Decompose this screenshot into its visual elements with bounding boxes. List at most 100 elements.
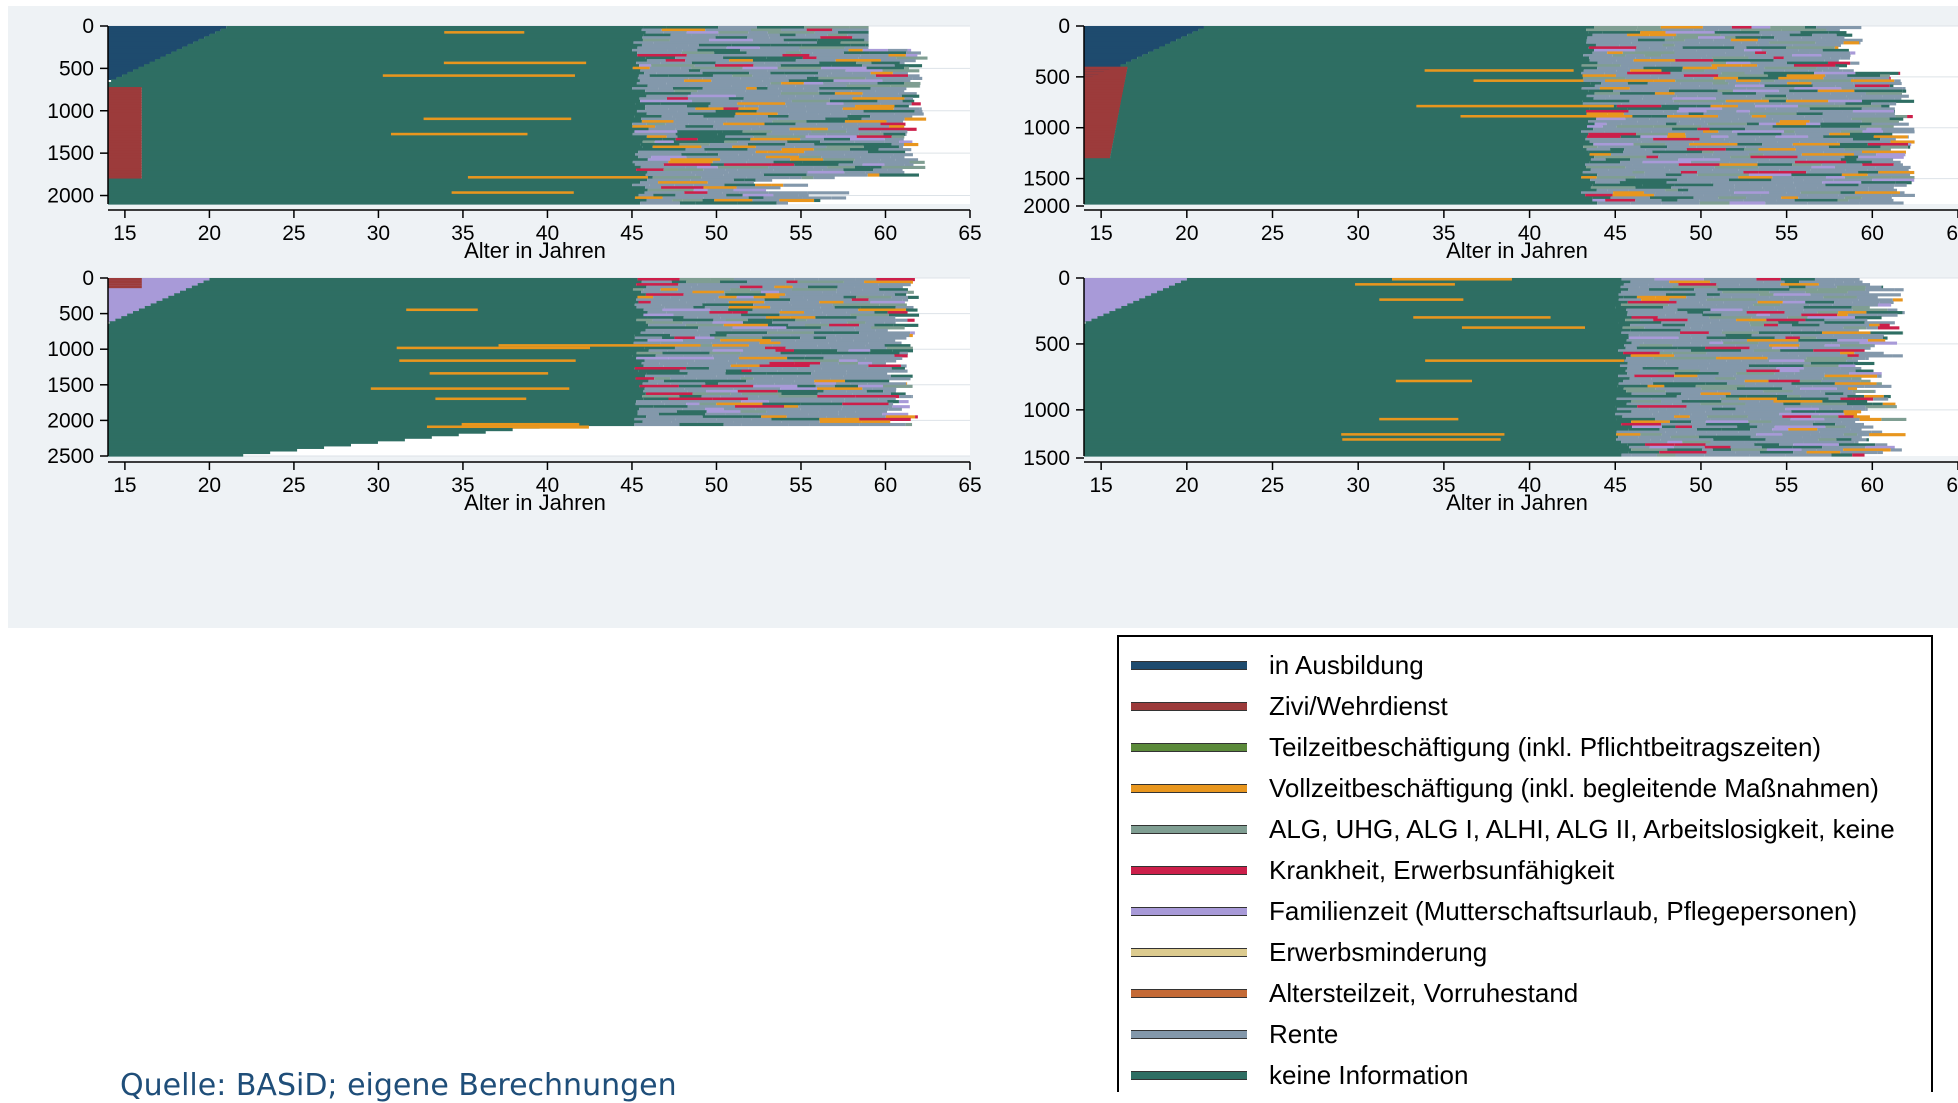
- x-tick-label: 25: [1261, 222, 1284, 245]
- legend-label: Erwerbsminderung: [1269, 937, 1487, 968]
- sequence-segment: [1889, 102, 1896, 105]
- x-tick-label: 15: [1089, 474, 1112, 497]
- sequence-segment: [912, 102, 921, 105]
- legend-item: Altersteilzeit, Vorruhestand: [1131, 975, 1578, 1011]
- sequence-segment: [724, 423, 741, 426]
- sequence-segment: [905, 133, 906, 136]
- sequence-segment: [755, 179, 772, 182]
- sequence-segment: [1902, 311, 1904, 314]
- x-tick-label: 30: [367, 474, 390, 497]
- legend-item: in Ausbildung: [1131, 647, 1424, 683]
- x-tick-label: 15: [113, 222, 136, 245]
- sequence-segment: [1807, 201, 1859, 204]
- x-tick-label: 45: [1604, 474, 1627, 497]
- y-tick-label: 1000: [47, 338, 94, 361]
- y-tick-label: 1500: [47, 374, 94, 397]
- x-tick-label: 45: [620, 474, 643, 497]
- y-tick-label: 2000: [47, 409, 94, 432]
- sequence-segment: [899, 400, 909, 403]
- sequence-segment: [1749, 453, 1785, 456]
- sequence-segment: [789, 423, 809, 426]
- sequence-segment: [1621, 453, 1631, 456]
- y-tick-label: 0: [1058, 15, 1070, 38]
- sequence-segment: [868, 173, 880, 176]
- sequence-segment: [814, 199, 820, 202]
- sequence-segment: [679, 423, 723, 426]
- legend-item: Erwerbsminderung: [1131, 934, 1487, 970]
- legend-label: keine Information: [1269, 1060, 1468, 1091]
- sequence-segment: [906, 423, 912, 426]
- sequence-segment: [910, 334, 913, 337]
- y-tick-label: 1500: [1023, 447, 1070, 470]
- sequence-segment: [894, 370, 908, 373]
- legend-swatch: [1131, 784, 1247, 793]
- source-note: Quelle: BASiD; eigene Berechnungen: [120, 1068, 677, 1103]
- x-tick-label: 30: [1347, 222, 1370, 245]
- sequence-segment: [1895, 288, 1904, 291]
- legend-swatch: [1131, 743, 1247, 752]
- sequence-segment: [1852, 453, 1864, 456]
- legend-item: Teilzeitbeschäftigung (inkl. Pflichtbeit…: [1131, 729, 1821, 765]
- sequence-segment: [1765, 201, 1807, 204]
- sequence-segment: [830, 176, 835, 179]
- legend-label: Zivi/Wehrdienst: [1269, 691, 1448, 722]
- legend-swatch: [1131, 825, 1247, 834]
- sequence-segment: [1084, 201, 1597, 204]
- legend-label: Altersteilzeit, Vorruhestand: [1269, 978, 1578, 1009]
- x-tick-label: 20: [1175, 474, 1198, 497]
- sequence-segment: [899, 395, 912, 398]
- sequence-segment: [1657, 453, 1676, 456]
- sequence-segment: [1632, 453, 1657, 456]
- sequence-segment: [1878, 303, 1891, 306]
- sequence-segment: [680, 201, 696, 204]
- sequence-segment: [1908, 146, 1910, 149]
- y-tick-label: 2000: [1023, 195, 1070, 218]
- legend-item: keine Information: [1131, 1057, 1468, 1093]
- sequence-segment: [1860, 201, 1904, 204]
- legend-label: in Ausbildung: [1269, 650, 1424, 681]
- sequence-segment: [1877, 375, 1881, 378]
- x-tick-label: 60: [874, 474, 897, 497]
- x-tick-label: 20: [198, 222, 221, 245]
- y-tick-label: 500: [59, 303, 94, 326]
- x-tick-label: 50: [1689, 222, 1712, 245]
- sequence-segment: [1786, 453, 1832, 456]
- sequence-segment: [1844, 41, 1859, 44]
- sequence-segment: [908, 296, 919, 299]
- x-tick-label: 25: [1261, 474, 1284, 497]
- sequence-segment: [1895, 184, 1907, 187]
- y-tick-label: 1500: [47, 142, 94, 165]
- sequence-segment: [1892, 354, 1903, 357]
- x-tick-label: 30: [367, 222, 390, 245]
- x-tick-label: 60: [1861, 222, 1884, 245]
- legend-label: Rente: [1269, 1019, 1338, 1050]
- sequence-segment: [1884, 288, 1894, 291]
- legend-label: Familienzeit (Mutterschaftsurlaub, Pfleg…: [1269, 896, 1857, 927]
- sequence-segment: [1662, 201, 1700, 204]
- sequence-segment: [912, 395, 913, 398]
- sequence-segment: [889, 377, 910, 380]
- legend-label: Vollzeitbeschäftigung (inkl. begleitende…: [1269, 773, 1879, 804]
- sequence-segment: [1730, 201, 1766, 204]
- sequence-segment: [1859, 41, 1860, 44]
- sequence-segment: [831, 196, 846, 199]
- sequence-segment: [1853, 362, 1874, 365]
- y-tick-label: 1000: [47, 100, 94, 123]
- sequence-segment: [741, 423, 788, 426]
- sequence-segment: [640, 201, 680, 204]
- sequence-segment: [1850, 51, 1855, 54]
- x-tick-label: 30: [1347, 474, 1370, 497]
- x-tick-label: 65: [958, 474, 981, 497]
- legend-swatch: [1131, 948, 1247, 957]
- x-tick-label: 25: [282, 474, 305, 497]
- sequence-segment: [859, 423, 905, 426]
- legend-swatch: [1131, 702, 1247, 711]
- sequence-segment: [1881, 418, 1906, 421]
- sequence-segment: [1865, 357, 1869, 360]
- sequence-segment: [1675, 453, 1704, 456]
- y-tick-label: 1000: [1023, 117, 1070, 140]
- sequence-segment: [913, 77, 923, 80]
- y-tick-label: 500: [59, 57, 94, 80]
